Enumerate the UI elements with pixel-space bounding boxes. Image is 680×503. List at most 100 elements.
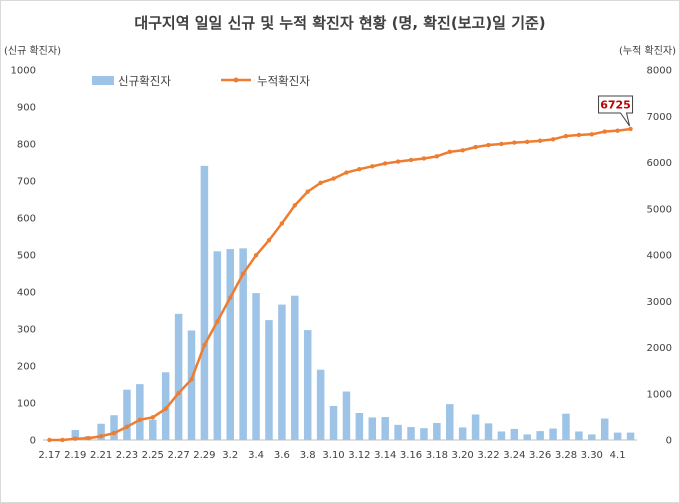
bar-new-cases [458, 427, 467, 440]
legend-marker-cumulative [233, 77, 239, 83]
bar-new-cases [110, 415, 118, 440]
x-tick-label: 2.21 [90, 450, 112, 461]
callout-label: 6725 [600, 98, 631, 111]
x-tick-label: 2.23 [116, 450, 138, 461]
x-tick-label: 2.19 [64, 450, 86, 461]
legend: 신규확진자 누적확진자 [92, 74, 310, 88]
bar-new-cases [355, 412, 364, 440]
cumulative-point [150, 415, 155, 420]
bar-series-new-cases [45, 165, 635, 440]
cumulative-point [253, 253, 259, 258]
bar-new-cases [471, 414, 480, 440]
right-tick-label: 6000 [647, 158, 672, 169]
left-tick-label: 1000 [11, 66, 36, 77]
cumulative-point [408, 157, 414, 163]
x-tick-label: 2.27 [167, 450, 189, 461]
cumulative-point [628, 126, 633, 132]
bar-new-cases [575, 431, 583, 440]
cumulative-point [499, 141, 504, 147]
x-tick-label: 3.2 [222, 450, 238, 461]
cumulative-point [537, 138, 543, 143]
bar-new-cases [239, 248, 247, 440]
left-axis-unit-label: (신규 확진자) [4, 46, 61, 57]
cumulative-point [395, 159, 401, 164]
x-tick-label: 3.26 [529, 450, 551, 461]
bar-new-cases [446, 404, 454, 440]
bar-new-cases [536, 431, 544, 440]
cumulative-point [86, 436, 91, 441]
bar-new-cases [200, 165, 209, 440]
cumulative-point [486, 142, 491, 148]
right-tick-label: 4000 [647, 251, 672, 262]
left-tick-label: 200 [17, 362, 36, 373]
bar-new-cases [97, 423, 105, 440]
cumulative-point [137, 417, 143, 423]
cumulative-point [473, 144, 478, 150]
bar-new-cases [420, 428, 428, 440]
cumulative-point [576, 132, 582, 138]
right-tick-label: 7000 [647, 112, 672, 123]
cumulative-point [447, 149, 452, 155]
left-axis-ticks: 0 100 200 300 400 500 600 700 800 900 1000 [11, 66, 36, 447]
cumulative-point [124, 424, 130, 430]
x-tick-label: 3.28 [555, 450, 577, 461]
x-tick-label: 3.24 [503, 450, 525, 461]
bar-new-cases [484, 423, 493, 440]
x-tick-label: 3.12 [348, 450, 370, 461]
bar-new-cases [588, 434, 596, 440]
cumulative-point [525, 139, 530, 145]
bar-new-cases [368, 417, 377, 440]
bar-new-cases [316, 369, 325, 440]
cumulative-point [60, 437, 65, 443]
cumulative-point [215, 319, 220, 324]
bar-new-cases [252, 293, 260, 440]
x-tick-label: 3.22 [477, 450, 499, 461]
bar-new-cases [329, 405, 338, 440]
legend-label-new-cases: 신규확진자 [118, 74, 171, 88]
bar-new-cases [497, 431, 506, 440]
bar-new-cases [265, 320, 273, 440]
cumulative-point [111, 430, 117, 436]
x-tick-label: 3.18 [426, 450, 448, 461]
cumulative-point [602, 129, 607, 134]
bar-new-cases [562, 413, 570, 440]
cumulative-point [434, 154, 440, 159]
bar-new-cases [174, 313, 183, 440]
bar-new-cases [600, 418, 609, 440]
bar-new-cases [291, 295, 299, 440]
left-tick-label: 0 [30, 436, 36, 447]
cumulative-total-callout: 6725 [598, 95, 634, 127]
cumulative-point [73, 436, 78, 441]
cumulative-point [228, 295, 233, 300]
cumulative-point [240, 271, 246, 276]
bar-new-cases [161, 372, 170, 440]
bar-new-cases [549, 428, 557, 440]
bar-new-cases [278, 304, 286, 440]
x-tick-label: 3.14 [374, 450, 396, 461]
cumulative-point [383, 161, 388, 166]
bar-new-cases [71, 430, 80, 440]
bar-new-cases [226, 249, 234, 440]
cumulative-point [331, 176, 336, 181]
bar-new-cases [407, 427, 415, 440]
left-tick-label: 700 [17, 177, 36, 188]
left-tick-label: 300 [17, 325, 36, 336]
left-tick-label: 800 [17, 140, 36, 151]
bar-new-cases [149, 419, 157, 440]
line-series-cumulative [47, 126, 633, 443]
cumulative-point [589, 132, 594, 137]
x-tick-label: 3.8 [300, 450, 316, 461]
cumulative-point [421, 156, 427, 161]
bar-new-cases [123, 389, 131, 440]
cumulative-line [49, 127, 631, 442]
cumulative-point [305, 189, 310, 194]
bar-new-cases [187, 330, 196, 440]
bar-new-cases [213, 251, 222, 440]
bar-new-cases [342, 391, 351, 440]
cumulative-point [279, 221, 285, 226]
callout-box [598, 95, 634, 127]
left-tick-label: 400 [17, 288, 36, 299]
x-tick-label: 3.16 [400, 450, 422, 461]
legend-swatch-new-cases [92, 76, 114, 85]
